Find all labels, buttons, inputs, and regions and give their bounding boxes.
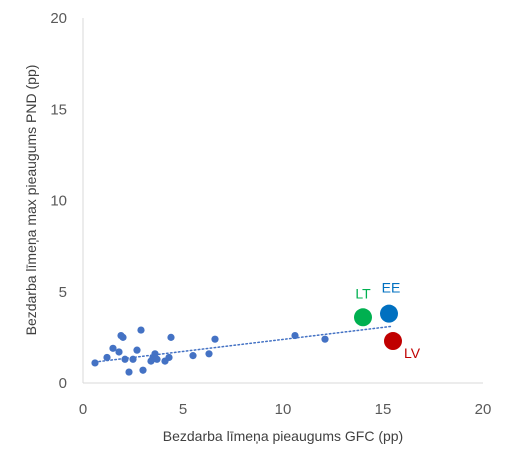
highlighted-point-ee (380, 304, 398, 323)
x-tick-label: 15 (375, 401, 392, 418)
x-tick-label: 0 (79, 401, 87, 418)
x-tick-label: 10 (275, 401, 292, 418)
data-point (205, 350, 213, 358)
data-point (151, 350, 159, 358)
trendline-layer (94, 325, 392, 363)
data-point (115, 348, 123, 356)
plot-area (82, 18, 483, 384)
x-axis-title: Bezdarba līmeņa pieaugums GFC (pp) (163, 428, 403, 444)
trendline (94, 325, 392, 363)
data-point (165, 353, 173, 362)
y-axis-tick-labels: 0 5 10 15 20 (50, 10, 67, 392)
data-point (139, 366, 147, 374)
data-point (121, 355, 129, 363)
data-point (167, 333, 175, 341)
x-tick-label: 5 (179, 401, 187, 418)
y-tick-label: 10 (50, 193, 67, 210)
data-point (137, 326, 145, 334)
highlighted-label-lt: LT (355, 285, 371, 301)
highlighted-point-lt (354, 308, 372, 327)
data-point (291, 331, 299, 340)
data-point (211, 335, 219, 343)
highlighted-label-lv: LV (404, 345, 421, 361)
data-point (133, 346, 141, 354)
y-tick-label: 5 (59, 284, 67, 301)
data-point (129, 355, 137, 363)
y-tick-label: 15 (50, 101, 67, 118)
data-point (153, 355, 161, 363)
data-point (109, 344, 117, 352)
data-point (125, 368, 133, 376)
y-tick-label: 0 (59, 375, 67, 392)
data-point (189, 352, 197, 360)
highlight-layer: LT EE LV (354, 280, 421, 361)
x-tick-label: 20 (475, 401, 492, 418)
points-layer (91, 326, 329, 376)
data-point (103, 353, 111, 362)
x-axis-tick-labels: 0 5 10 15 20 (79, 401, 492, 418)
highlighted-label-ee: EE (382, 280, 401, 296)
highlighted-point-lv (384, 332, 402, 351)
data-point (119, 333, 127, 341)
data-point (321, 335, 329, 343)
data-point (91, 359, 99, 367)
y-axis-title: Bezdarba līmeņa max pieaugums PND (pp) (23, 65, 39, 336)
y-tick-label: 20 (50, 10, 67, 27)
